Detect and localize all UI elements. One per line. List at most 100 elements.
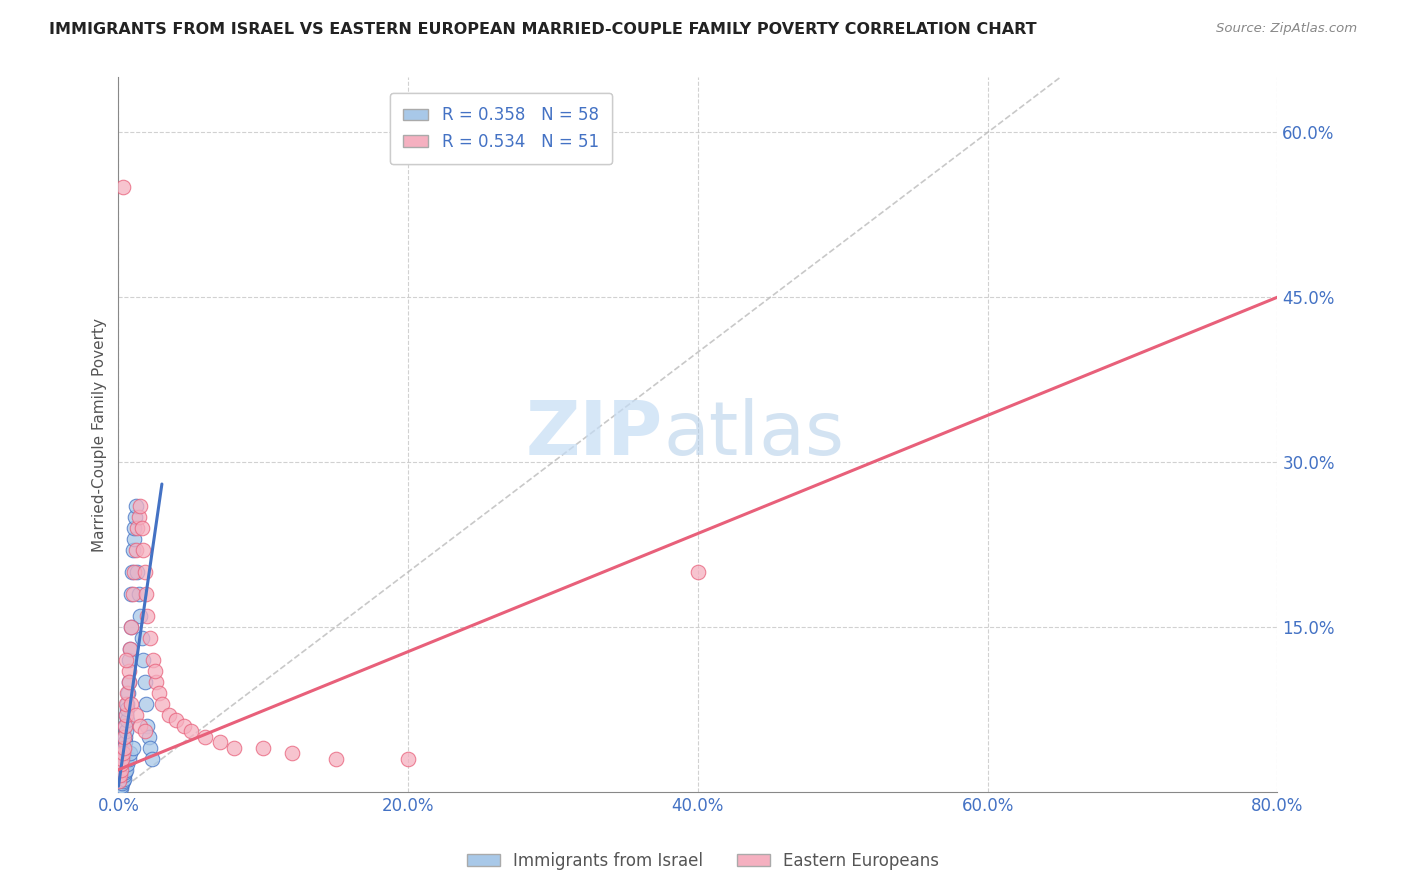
Point xyxy=(121,620,143,634)
Point xyxy=(117,674,139,689)
Point xyxy=(121,697,143,711)
Point xyxy=(118,746,141,760)
Point xyxy=(114,707,136,722)
Text: IMMIGRANTS FROM ISRAEL VS EASTERN EUROPEAN MARRIED-COUPLE FAMILY POVERTY CORRELA: IMMIGRANTS FROM ISRAEL VS EASTERN EUROPE… xyxy=(49,22,1036,37)
Point xyxy=(118,641,141,656)
Point xyxy=(131,521,153,535)
Point xyxy=(139,740,162,755)
Point xyxy=(110,757,132,772)
Point xyxy=(128,587,150,601)
Point xyxy=(114,724,136,739)
Point xyxy=(132,543,155,558)
Point xyxy=(114,735,136,749)
Point xyxy=(122,587,145,601)
Point xyxy=(115,686,138,700)
Point xyxy=(686,565,709,579)
Text: atlas: atlas xyxy=(664,398,844,471)
Legend: Immigrants from Israel, Eastern Europeans: Immigrants from Israel, Eastern European… xyxy=(460,846,946,877)
Point xyxy=(121,565,143,579)
Point xyxy=(224,740,246,755)
Text: ZIP: ZIP xyxy=(526,398,664,471)
Point xyxy=(111,760,134,774)
Point xyxy=(115,757,138,772)
Point xyxy=(125,543,148,558)
Point xyxy=(124,510,146,524)
Point xyxy=(136,608,159,623)
Point xyxy=(115,707,138,722)
Point xyxy=(112,768,135,782)
Point xyxy=(110,772,132,786)
Point xyxy=(114,719,136,733)
Point xyxy=(111,754,134,768)
Point xyxy=(108,779,131,793)
Point xyxy=(139,631,162,645)
Point xyxy=(122,543,145,558)
Point xyxy=(143,664,166,678)
Point xyxy=(138,730,160,744)
Point xyxy=(252,740,274,755)
Point xyxy=(148,686,170,700)
Point xyxy=(180,724,202,739)
Point xyxy=(111,180,134,194)
Point xyxy=(108,776,131,790)
Point xyxy=(120,620,142,634)
Point xyxy=(118,653,141,667)
Point xyxy=(110,763,132,777)
Point xyxy=(112,749,135,764)
Point xyxy=(135,587,157,601)
Point xyxy=(114,719,136,733)
Point xyxy=(173,719,195,733)
Point xyxy=(112,743,135,757)
Point xyxy=(128,510,150,524)
Point xyxy=(129,719,152,733)
Point xyxy=(112,772,135,786)
Point xyxy=(114,763,136,777)
Point xyxy=(112,746,135,760)
Point xyxy=(111,776,134,790)
Point xyxy=(118,641,141,656)
Point xyxy=(115,697,138,711)
Point xyxy=(142,653,165,667)
Point xyxy=(110,779,132,793)
Point xyxy=(117,686,139,700)
Point xyxy=(145,674,167,689)
Point xyxy=(125,707,148,722)
Point xyxy=(115,713,138,727)
Point xyxy=(131,631,153,645)
Point xyxy=(111,746,134,760)
Point xyxy=(129,608,152,623)
Point xyxy=(112,740,135,755)
Point xyxy=(122,740,145,755)
Point xyxy=(112,740,135,755)
Y-axis label: Married-Couple Family Poverty: Married-Couple Family Poverty xyxy=(93,318,107,551)
Point xyxy=(165,713,187,727)
Point xyxy=(281,746,304,760)
Point xyxy=(127,565,149,579)
Point xyxy=(150,697,173,711)
Point xyxy=(111,752,134,766)
Point xyxy=(124,565,146,579)
Point xyxy=(110,781,132,796)
Point xyxy=(122,532,145,546)
Point xyxy=(112,730,135,744)
Point xyxy=(208,735,231,749)
Point xyxy=(108,768,131,782)
Point xyxy=(117,674,139,689)
Point xyxy=(141,752,163,766)
Point xyxy=(124,521,146,535)
Point xyxy=(129,499,152,513)
Point xyxy=(134,724,156,739)
Point xyxy=(325,752,347,766)
Point xyxy=(125,499,148,513)
Point xyxy=(108,768,131,782)
Point xyxy=(117,702,139,716)
Point xyxy=(135,697,157,711)
Point xyxy=(157,707,180,722)
Text: Source: ZipAtlas.com: Source: ZipAtlas.com xyxy=(1216,22,1357,36)
Point xyxy=(132,653,155,667)
Point xyxy=(114,730,136,744)
Point xyxy=(110,763,132,777)
Point xyxy=(108,773,131,788)
Point xyxy=(121,587,143,601)
Point xyxy=(115,697,138,711)
